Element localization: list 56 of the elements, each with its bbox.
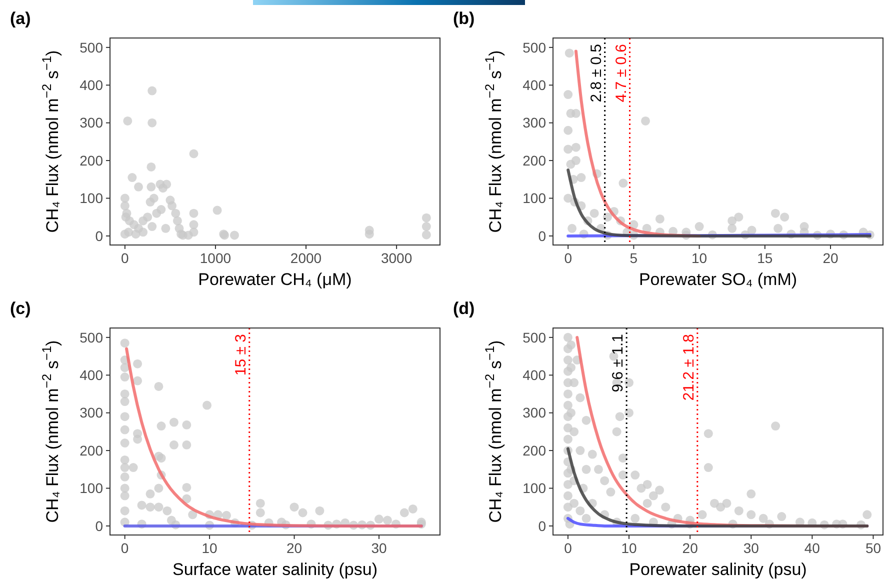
x-tick-label: 2000 [290, 250, 322, 266]
y-tick-label: 300 [522, 114, 546, 131]
y-tick-label: 200 [80, 442, 104, 458]
ref-line-label: 2.8 ± 0.5 [588, 44, 605, 102]
y-tick-label: 500 [80, 329, 104, 346]
y-tick-label: 200 [80, 152, 104, 168]
ref-line-label: 9.6 ± 1.1 [610, 334, 627, 392]
y-tick-label: 100 [80, 190, 104, 206]
y-tick-label: 500 [522, 39, 546, 56]
y-tick-label: 100 [522, 190, 546, 206]
x-tick-label: 15 [757, 250, 773, 266]
ref-line-label: 21.2 ± 1.8 [680, 334, 698, 401]
y-tick-label: 400 [522, 77, 546, 94]
y-tick-label: 400 [80, 367, 104, 384]
y-tick-label: 200 [522, 442, 546, 458]
x-tick-label: 0 [120, 540, 129, 556]
y-tick-label: 0 [95, 518, 104, 534]
y-tick-label: 100 [80, 480, 104, 496]
y-tick-label: 400 [522, 367, 546, 384]
y-tick-label: 100 [522, 480, 546, 496]
y-tick-label: 300 [80, 114, 104, 131]
chart-title: (d) [453, 299, 475, 318]
x-tick-label: 0 [564, 540, 572, 556]
x-axis-title: Surface water salinity (psu) [172, 560, 378, 579]
y-tick-label: 400 [80, 77, 104, 94]
y-tick-label: 500 [80, 39, 104, 56]
x-tick-label: 30 [371, 540, 387, 556]
x-axis-title: Porewater SO₄ (mM) [638, 270, 798, 289]
y-tick-label: 0 [538, 518, 546, 534]
y-tick-label: 0 [95, 228, 104, 244]
x-tick-label: 1000 [200, 250, 232, 266]
x-tick-label: 50 [865, 540, 882, 556]
x-tick-label: 10 [202, 540, 218, 556]
chart-title: (a) [10, 9, 31, 28]
ref-line-label: 4.7 ± 0.6 [612, 44, 630, 102]
x-tick-label: 20 [822, 250, 839, 266]
x-tick-label: 20 [286, 540, 302, 556]
x-tick-label: 3000 [380, 250, 412, 266]
x-tick-label: 0 [564, 250, 572, 266]
x-tick-label: 5 [630, 250, 638, 266]
x-tick-label: 10 [692, 250, 708, 266]
x-tick-label: 20 [682, 540, 698, 556]
y-tick-label: 500 [522, 329, 546, 346]
x-tick-label: 30 [743, 540, 760, 556]
x-tick-label: 10 [621, 540, 638, 556]
x-tick-label: 0 [121, 250, 130, 266]
chart-title: (c) [10, 299, 31, 318]
ref-line-label: 15 ± 3 [232, 334, 250, 376]
x-axis-title: Porewater salinity (psu) [629, 560, 807, 579]
y-tick-label: 200 [522, 152, 546, 168]
y-tick-label: 0 [538, 228, 546, 244]
x-tick-label: 40 [804, 540, 820, 556]
x-axis-title: Porewater CH₄ (μM) [198, 270, 352, 289]
chart-title: (b) [453, 9, 475, 28]
y-tick-label: 300 [522, 404, 546, 421]
y-tick-label: 300 [80, 404, 104, 421]
